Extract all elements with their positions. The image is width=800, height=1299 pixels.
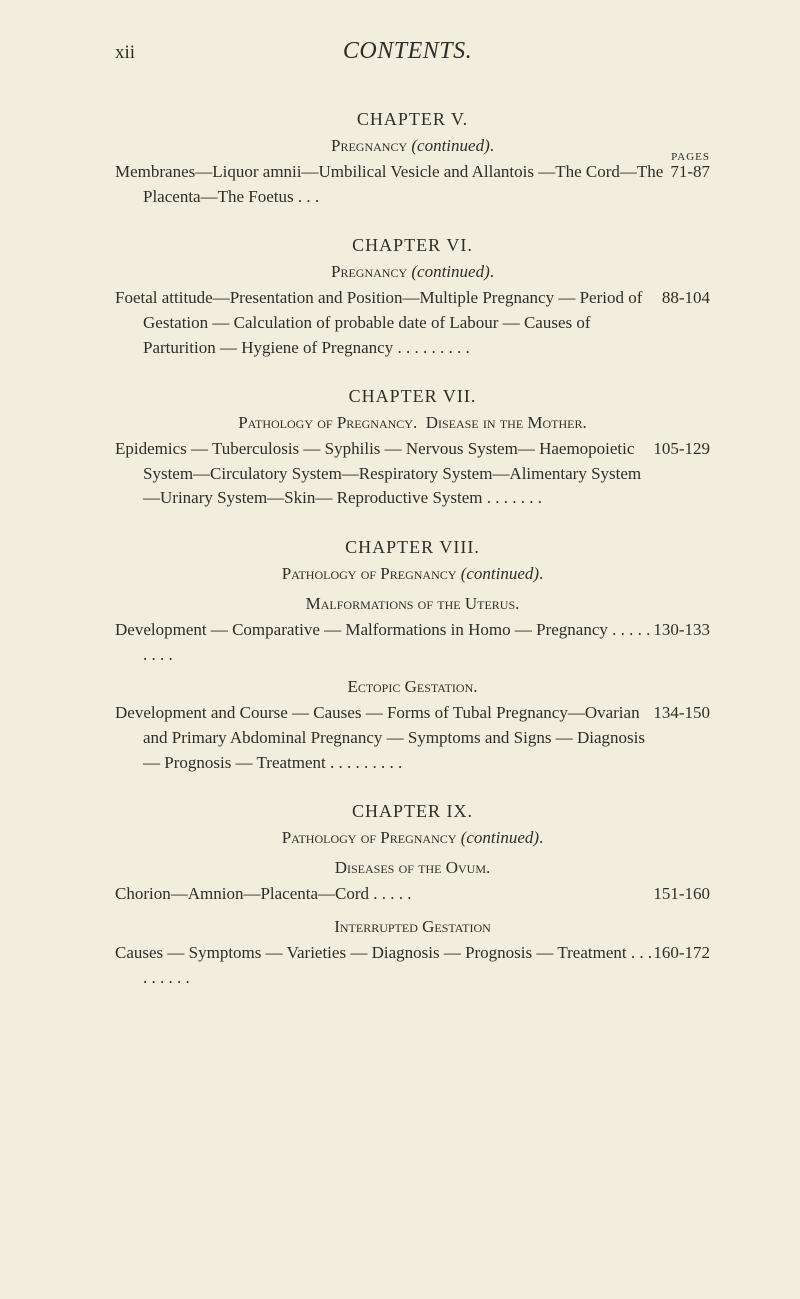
chapter-8-head: CHAPTER VIII.	[115, 537, 710, 558]
chapter-7-section: Pathology of Pregnancy. Disease in the M…	[115, 413, 710, 433]
chapter-6-head: CHAPTER VI.	[115, 235, 710, 256]
entry-page: 88-104	[662, 288, 710, 308]
chapter-9-sub2: Interrupted Gestation	[115, 917, 710, 937]
pages-column-label: PAGES	[671, 151, 710, 163]
chapter-9-head: CHAPTER IX.	[115, 801, 710, 822]
entry-text: Causes — Symptoms — Varieties — Diagnosi…	[115, 941, 653, 990]
entry-page: 71-87	[670, 162, 710, 182]
entry-row: Development and Course — Causes — Forms …	[115, 701, 710, 775]
chapter-9-sub1: Diseases of the Ovum.	[115, 858, 710, 878]
chapter-7-block: CHAPTER VII. Pathology of Pregnancy. Dis…	[115, 386, 710, 511]
chapter-8-block: CHAPTER VIII. Pathology of Pregnancy (co…	[115, 537, 710, 775]
chapter-6-section: Pregnancy (continued).	[115, 262, 710, 282]
entry-text: Development and Course — Causes — Forms …	[115, 701, 653, 775]
running-head: xii CONTENTS.	[115, 38, 710, 65]
chapter-5-head: CHAPTER V.	[115, 109, 710, 130]
entry-page: 134-150	[653, 703, 710, 723]
page-number: xii	[115, 42, 135, 64]
entry-row: Chorion—Amnion—Placenta—Cord . . . . . 1…	[115, 882, 710, 907]
chapter-6-block: CHAPTER VI. Pregnancy (continued). Foeta…	[115, 235, 710, 360]
entry-page: 105-129	[653, 439, 710, 459]
chapter-9-section: Pathology of Pregnancy (continued).	[115, 828, 710, 848]
entry-row: Causes — Symptoms — Varieties — Diagnosi…	[115, 941, 710, 990]
entry-row: Foetal attitude—Presentation and Positio…	[115, 286, 710, 360]
chapter-7-head: CHAPTER VII.	[115, 386, 710, 407]
entry-page: 160-172	[653, 943, 710, 963]
chapter-8-sub1: Malformations of the Uterus.	[115, 594, 710, 614]
chapter-5-section: Pregnancy (continued).	[115, 136, 710, 156]
entry-page: 130-133	[653, 620, 710, 640]
chapter-8-section: Pathology of Pregnancy (continued).	[115, 564, 710, 584]
entry-text: Development — Comparative — Malformation…	[115, 618, 653, 667]
entry-page: 151-160	[653, 884, 710, 904]
chapter-8-sub2: Ectopic Gestation.	[115, 677, 710, 697]
entry-text: Foetal attitude—Presentation and Positio…	[115, 286, 662, 360]
entry-row: Membranes—Liquor amnii—Umbilical Vesicle…	[115, 160, 710, 209]
entry-row: Development — Comparative — Malformation…	[115, 618, 710, 667]
entry-row: Epidemics — Tuberculosis — Syphilis — Ne…	[115, 437, 710, 511]
entry-text: Chorion—Amnion—Placenta—Cord . . . . .	[115, 882, 653, 907]
running-title: CONTENTS.	[135, 38, 680, 65]
entry-text: Epidemics — Tuberculosis — Syphilis — Ne…	[115, 437, 653, 511]
chapter-9-block: CHAPTER IX. Pathology of Pregnancy (cont…	[115, 801, 710, 990]
entry-text: Membranes—Liquor amnii—Umbilical Vesicle…	[115, 160, 670, 209]
page: xii CONTENTS. CHAPTER V. PAGES Pregnancy…	[0, 0, 800, 1299]
chapter-5-block: CHAPTER V. PAGES Pregnancy (continued). …	[115, 109, 710, 209]
